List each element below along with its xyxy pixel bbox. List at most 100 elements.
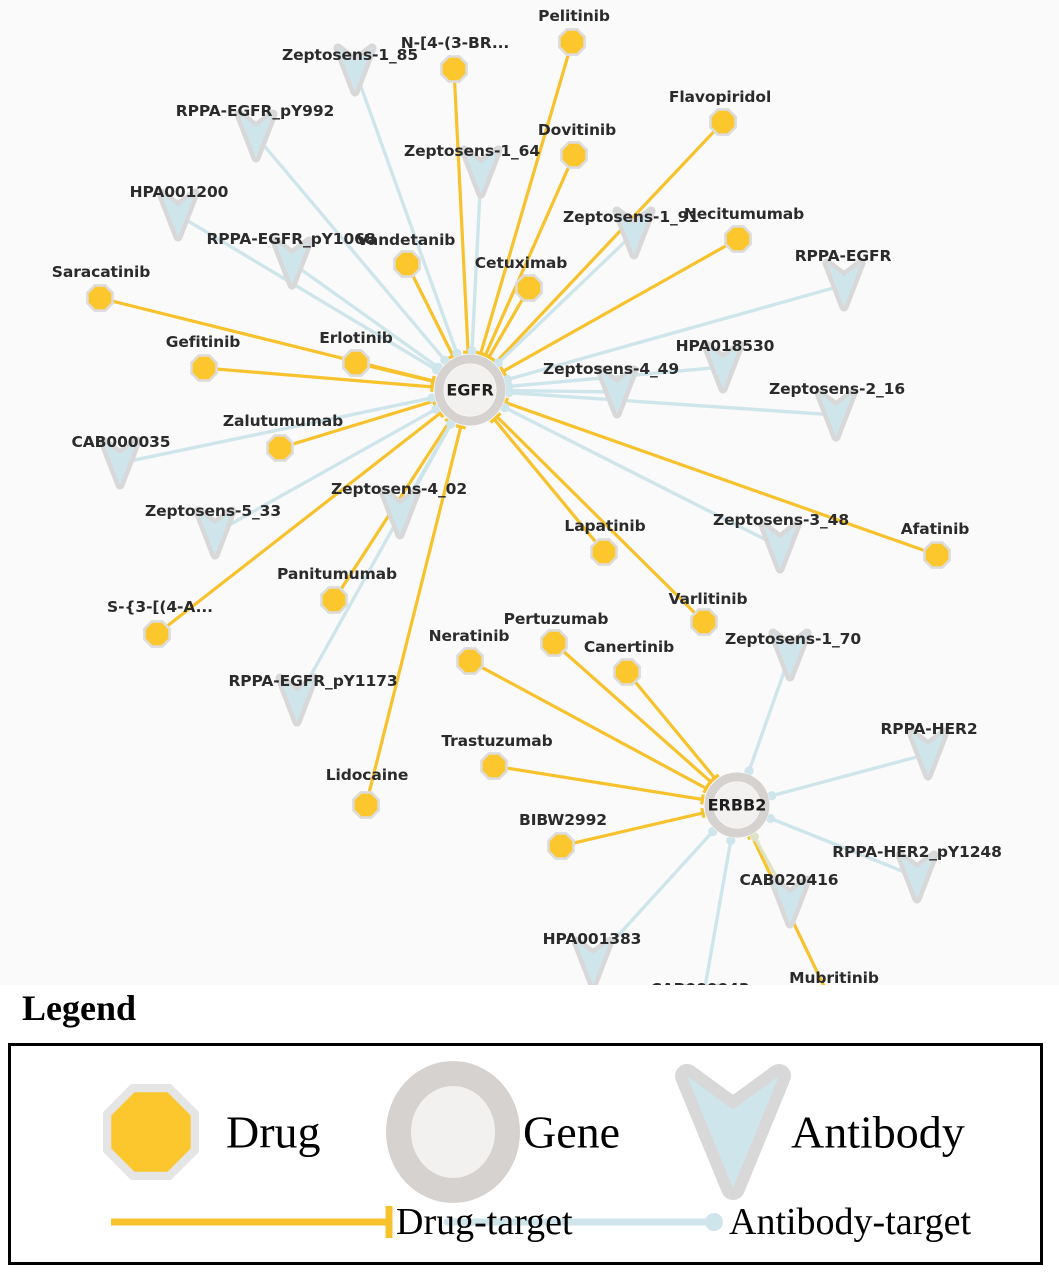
drug-node[interactable] [724,225,752,253]
legend-label-drug: Drug [226,1106,321,1158]
antibody-node[interactable] [459,145,503,199]
antibody-shape [464,150,498,194]
antibody-node[interactable] [275,673,319,727]
antibody-label: Zeptosens-5_33 [144,502,282,520]
antibody-edge-terminator [467,346,477,356]
antibody-label: RPPA-HER2 [880,720,978,738]
legend-panel: Legend Drug Gene Antibody Drug-target An… [0,985,1059,1280]
drug-node[interactable] [342,349,370,377]
antibody-node[interactable] [378,486,422,540]
antibody-node[interactable] [595,365,639,419]
gene-ring [704,772,770,838]
drug-node[interactable] [540,629,568,657]
antibody-shape [275,241,309,285]
antibody-label: CAB000035 [71,433,171,451]
antibody-node[interactable] [768,875,812,929]
gene-inner [714,782,760,828]
antibody-shape [161,193,195,237]
drug-node[interactable] [547,832,575,860]
drug-node[interactable] [440,55,468,83]
antibody-label: Zeptosens-1_70 [724,630,862,648]
drug-shape [344,351,368,375]
legend-antibody-edge-terminator [705,1213,723,1231]
drug-node[interactable] [320,586,348,614]
drug-node[interactable] [86,284,114,312]
antibody-node[interactable] [701,340,745,394]
antibody-target-edge [747,664,788,773]
antibody-node[interactable] [612,206,656,260]
antibody-node[interactable] [895,850,939,904]
drug-target-edge [411,274,455,357]
antibody-edge-terminator [765,813,776,823]
antibody-shape [103,441,137,485]
drug-target-edge [479,54,570,354]
antibody-node[interactable] [193,506,237,560]
antibody-shape [338,48,372,92]
antibody-node[interactable] [768,628,812,682]
legend-antibody-shape [687,1076,779,1188]
drug-node[interactable] [480,752,508,780]
drug-node[interactable] [143,620,171,648]
antibody-label: RPPA-EGFR [794,247,892,265]
drug-label: Vandetanib [356,231,456,249]
drug-shape [925,543,949,567]
drug-label: Zalutumumab [222,412,344,430]
antibody-label: RPPA-EGFR_pY992 [175,102,335,120]
antibody-shape [617,211,651,255]
antibody-node[interactable] [822,258,866,312]
antibody-label: HPA001383 [542,930,642,948]
drug-node[interactable] [560,141,588,169]
antibody-target-edge [599,829,715,956]
drug-node[interactable] [266,434,294,462]
antibody-node[interactable] [234,109,278,163]
node-layer [86,28,951,990]
drug-target-edge [506,766,703,802]
drug-edge-terminator [499,366,507,377]
antibody-shape [773,880,807,924]
drug-node[interactable] [393,250,421,278]
drug-target-edge [453,81,470,353]
antibody-shape [900,855,934,899]
antibody-target-edge [470,182,483,353]
antibody-node[interactable] [156,188,200,242]
network-canvas[interactable]: Zeptosens-1_85 RPPA-EGFR_pY992 Zeptosens-1… [0,0,1059,998]
antibody-edge-terminator [726,835,736,846]
drug-node[interactable] [923,541,951,569]
gene-node[interactable] [434,354,506,426]
drug-edge-terminator [709,773,720,783]
drug-label: Varlitinib [668,590,748,608]
legend-label-antibody-target: Antibody-target [729,1201,972,1243]
antibody-label: Zeptosens-2_16 [768,380,906,398]
antibody-node[interactable] [906,727,950,781]
drug-node[interactable] [590,538,618,566]
antibody-node[interactable] [814,388,858,442]
drug-target-edge [494,130,716,364]
drug-shape [268,436,292,460]
antibody-label: Zeptosens-1_91 [562,208,700,226]
antibody-node[interactable] [98,436,142,490]
drug-label: Cetuximab [474,254,568,272]
antibody-node[interactable] [270,236,314,290]
drug-node[interactable] [558,28,586,56]
drug-label: Flavopiridol [668,88,772,106]
antibody-target-edge [262,143,447,362]
drug-node[interactable] [352,791,380,819]
drug-target-edge [487,298,524,358]
antibody-shape [819,393,853,437]
drug-node[interactable] [456,647,484,675]
antibody-node[interactable] [758,520,802,574]
antibody-edge-terminator [504,388,514,398]
gene-node[interactable] [704,772,770,838]
antibody-shape [383,491,417,535]
drug-node[interactable] [190,354,218,382]
drug-node[interactable] [690,608,718,636]
antibody-edge-terminator [452,348,462,358]
drug-shape [562,143,586,167]
antibody-node[interactable] [333,43,377,97]
drug-node[interactable] [613,658,641,686]
antibody-node[interactable] [571,936,615,990]
drug-shape [517,276,541,300]
drug-node[interactable] [515,274,543,302]
drug-label: Pertuzumab [503,610,609,628]
drug-node[interactable] [709,108,737,136]
